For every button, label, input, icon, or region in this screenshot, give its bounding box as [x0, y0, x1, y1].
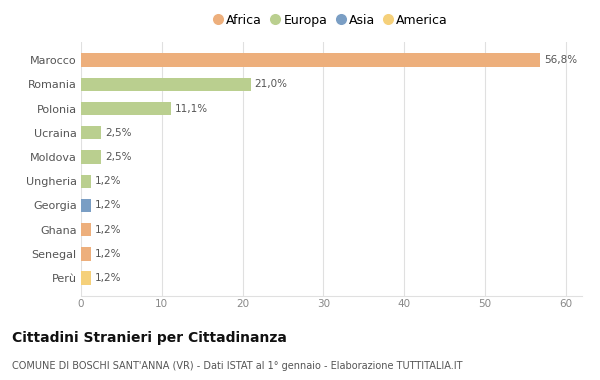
Bar: [81, 102, 170, 115]
Bar: [81, 126, 101, 139]
Text: 56,8%: 56,8%: [544, 55, 577, 65]
Text: 21,0%: 21,0%: [255, 79, 288, 89]
Text: 1,2%: 1,2%: [95, 225, 121, 235]
Legend: Africa, Europa, Asia, America: Africa, Europa, Asia, America: [211, 10, 452, 30]
Bar: [81, 174, 91, 188]
Text: Cittadini Stranieri per Cittadinanza: Cittadini Stranieri per Cittadinanza: [12, 331, 287, 345]
Text: 1,2%: 1,2%: [95, 176, 121, 186]
Bar: [81, 53, 540, 67]
Text: COMUNE DI BOSCHI SANT'ANNA (VR) - Dati ISTAT al 1° gennaio - Elaborazione TUTTIT: COMUNE DI BOSCHI SANT'ANNA (VR) - Dati I…: [12, 361, 463, 371]
Bar: [81, 78, 251, 91]
Bar: [81, 223, 91, 236]
Text: 1,2%: 1,2%: [95, 273, 121, 283]
Text: 1,2%: 1,2%: [95, 249, 121, 259]
Bar: [81, 199, 91, 212]
Text: 2,5%: 2,5%: [105, 128, 132, 138]
Text: 1,2%: 1,2%: [95, 201, 121, 211]
Bar: [81, 247, 91, 261]
Bar: [81, 150, 101, 164]
Text: 11,1%: 11,1%: [175, 103, 208, 114]
Bar: [81, 271, 91, 285]
Text: 2,5%: 2,5%: [105, 152, 132, 162]
